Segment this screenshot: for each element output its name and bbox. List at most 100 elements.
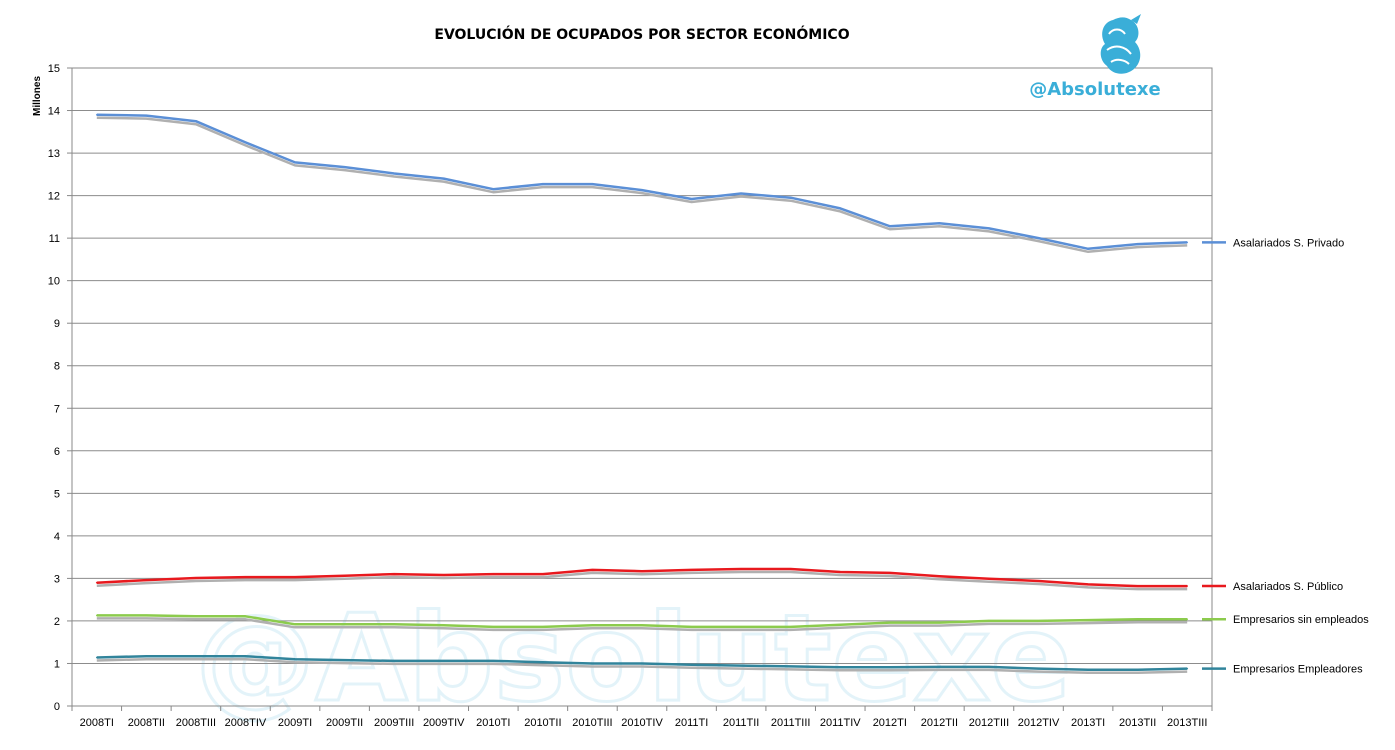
- data-point: [442, 624, 445, 626]
- chart-title: EVOLUCIÓN DE OCUPADOS POR SECTOR ECONÓMI…: [434, 25, 849, 43]
- data-point: [690, 198, 693, 200]
- data-point: [591, 624, 594, 626]
- data-point: [1136, 669, 1139, 671]
- y-tick-label: 12: [48, 191, 60, 203]
- x-tick-label: 2012TI: [873, 717, 907, 729]
- y-tick-label: 14: [48, 106, 60, 118]
- data-point: [1186, 667, 1189, 670]
- legend-label: Empresarios Empleadores: [1233, 664, 1363, 676]
- data-point: [492, 660, 495, 662]
- x-tick-label: 2010TIII: [572, 717, 612, 729]
- data-point: [988, 666, 990, 668]
- x-tick-label: 2008TII: [128, 717, 165, 729]
- data-point: [1087, 247, 1089, 250]
- data-point: [145, 614, 148, 617]
- y-tick-label: 0: [54, 701, 60, 713]
- griffin-logo-icon: [1100, 14, 1141, 74]
- data-point: [542, 661, 544, 663]
- y-tick-label: 6: [54, 446, 60, 458]
- series-line-shadow: [96, 570, 1188, 591]
- data-point: [145, 114, 148, 117]
- data-point: [789, 196, 792, 199]
- data-point: [889, 572, 891, 574]
- y-tick-label: 9: [54, 318, 60, 330]
- y-axis-label: Millones: [32, 76, 43, 116]
- data-point: [393, 660, 395, 662]
- data-point: [244, 141, 247, 144]
- data-point: [244, 576, 247, 578]
- data-point: [1037, 667, 1040, 670]
- x-tick-label: 2008TIV: [225, 717, 267, 729]
- data-point: [1186, 241, 1189, 244]
- x-tick-label: 2008TI: [80, 717, 114, 729]
- x-tick-label: 2012TIII: [969, 717, 1009, 729]
- data-point: [195, 655, 197, 658]
- data-point: [789, 665, 792, 668]
- data-point: [294, 623, 296, 626]
- data-point: [789, 568, 792, 570]
- x-tick-label: 2010TII: [524, 717, 561, 729]
- y-tick-label: 10: [48, 276, 60, 288]
- data-point: [789, 626, 792, 628]
- brand-handle: @Absolutexe: [1029, 79, 1161, 100]
- data-point: [145, 655, 148, 658]
- data-point: [492, 573, 495, 575]
- y-tick-label: 11: [49, 233, 60, 245]
- y-tick-label: 13: [48, 148, 60, 160]
- data-point: [641, 624, 643, 626]
- data-point: [1186, 585, 1189, 587]
- data-point: [294, 161, 296, 164]
- x-tick-label: 2010TIV: [621, 717, 663, 729]
- data-point: [1136, 618, 1139, 621]
- data-point: [938, 666, 941, 668]
- data-point: [343, 166, 346, 168]
- data-point: [1037, 580, 1040, 582]
- data-point: [740, 664, 742, 667]
- data-point: [492, 188, 495, 191]
- data-point: [690, 626, 693, 628]
- x-tick-label: 2009TIV: [423, 717, 465, 729]
- data-point: [294, 658, 296, 661]
- legend: Asalariados S. Privado Asalariados S. Púb…: [1202, 237, 1369, 676]
- data-point: [542, 626, 544, 628]
- legend-label: Empresarios sin empleados: [1233, 614, 1369, 626]
- data-point: [938, 621, 941, 624]
- data-point: [591, 183, 594, 185]
- series-line-shadow: [96, 657, 1188, 675]
- x-axis-ticks: 2008TI 2008TII 2008TIII 2008TIV 2009TI 2009TI…: [71, 706, 1213, 729]
- data-point: [442, 574, 445, 576]
- y-tick-label: 15: [48, 63, 60, 75]
- data-point: [988, 620, 990, 622]
- data-point: [244, 615, 247, 618]
- data-point: [889, 621, 891, 624]
- data-point: [641, 570, 643, 572]
- data-point: [95, 614, 98, 617]
- series-line-shadow: [96, 116, 1188, 254]
- data-point: [95, 113, 98, 116]
- data-point: [343, 575, 346, 577]
- x-tick-label: 2009TI: [278, 717, 312, 729]
- data-point: [195, 577, 197, 579]
- x-tick-label: 2009TII: [326, 717, 363, 729]
- data-point: [740, 626, 742, 628]
- data-point: [542, 573, 544, 575]
- data-point: [839, 207, 842, 210]
- data-point: [889, 225, 891, 228]
- x-tick-label: 2013TIII: [1167, 717, 1207, 729]
- data-point: [740, 568, 742, 570]
- data-point: [1087, 583, 1089, 586]
- y-tick-label: 7: [54, 403, 60, 415]
- data-point: [343, 623, 346, 626]
- data-point: [442, 660, 445, 662]
- data-point: [839, 666, 842, 669]
- data-point: [988, 227, 990, 230]
- y-tick-label: 2: [54, 616, 60, 628]
- data-point: [95, 656, 98, 659]
- data-point: [393, 573, 395, 575]
- data-point: [195, 615, 197, 618]
- x-tick-label: 2008TIII: [176, 717, 216, 729]
- data-point: [690, 663, 693, 666]
- x-tick-label: 2013TI: [1071, 717, 1105, 729]
